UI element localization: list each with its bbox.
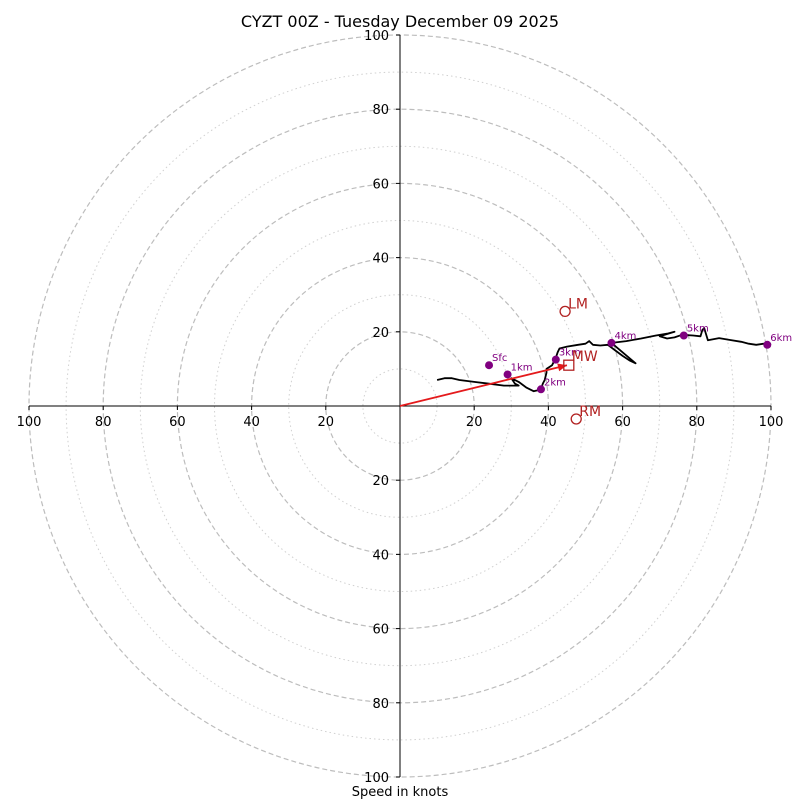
hodograph-trace [436,327,772,393]
x-tick-label: 80 [95,415,112,430]
height-marker-sfc [485,361,494,370]
chart-title: CYZT 00Z - Tuesday December 09 2025 [241,12,559,31]
lm-storm-motion-label: LM [568,296,588,312]
height-label-4km: 4km [614,331,636,342]
height-marker-4km [607,338,616,347]
x-tick-label: 20 [318,415,335,430]
hodograph-trace-group [436,327,772,393]
lm-storm-motion-marker [559,305,571,318]
y-tick-label: 40 [372,252,389,267]
height-markers: Sfc 1km 2km 3km 4km 5km 6km [485,324,792,394]
height-label-sfc: Sfc [492,353,507,364]
x-axis-label: Speed in knots [352,785,449,800]
height-marker-2km [536,385,545,394]
tick-labels: 20 20 20 20 40 40 40 40 60 60 60 60 80 80 80 80 100 100 10… [17,29,784,786]
x-tick-label: 60 [614,415,631,430]
y-tick-label: 100 [364,29,389,44]
x-tick-label: 100 [17,415,42,430]
height-label-1km: 1km [511,362,533,373]
y-tick-label: 60 [372,177,389,192]
y-tick-label: 20 [372,326,389,341]
height-marker-5km [679,331,688,340]
height-label-2km: 2km [544,377,566,388]
height-marker-1km [503,370,512,379]
height-label-6km: 6km [770,333,792,344]
y-tick-label: 20 [372,474,389,489]
y-tick-label: 80 [372,697,389,712]
mean-wind-marker [563,359,575,371]
y-tick-label: 60 [372,623,389,638]
height-label-3km: 3km [559,348,581,359]
x-tick-label: 100 [759,415,784,430]
rm-storm-motion-label: RM [579,404,601,420]
y-tick-label: 40 [372,548,389,563]
height-marker-6km [763,340,772,349]
x-tick-label: 40 [540,415,557,430]
x-tick-label: 40 [243,415,260,430]
rm-storm-motion-marker [570,413,582,425]
shear-arrowhead [557,363,567,372]
height-label-5km: 5km [687,324,709,335]
y-tick-label: 80 [372,103,389,118]
x-tick-label: 80 [689,415,706,430]
x-tick-label: 60 [169,415,186,430]
y-tick-label: 100 [364,771,389,786]
mean-wind-label: MW [572,349,598,365]
bulk-shear-vector [399,364,568,407]
x-tick-label: 20 [466,415,483,430]
height-marker-3km [551,355,560,364]
storm-motions: LM MW RM [399,296,601,425]
